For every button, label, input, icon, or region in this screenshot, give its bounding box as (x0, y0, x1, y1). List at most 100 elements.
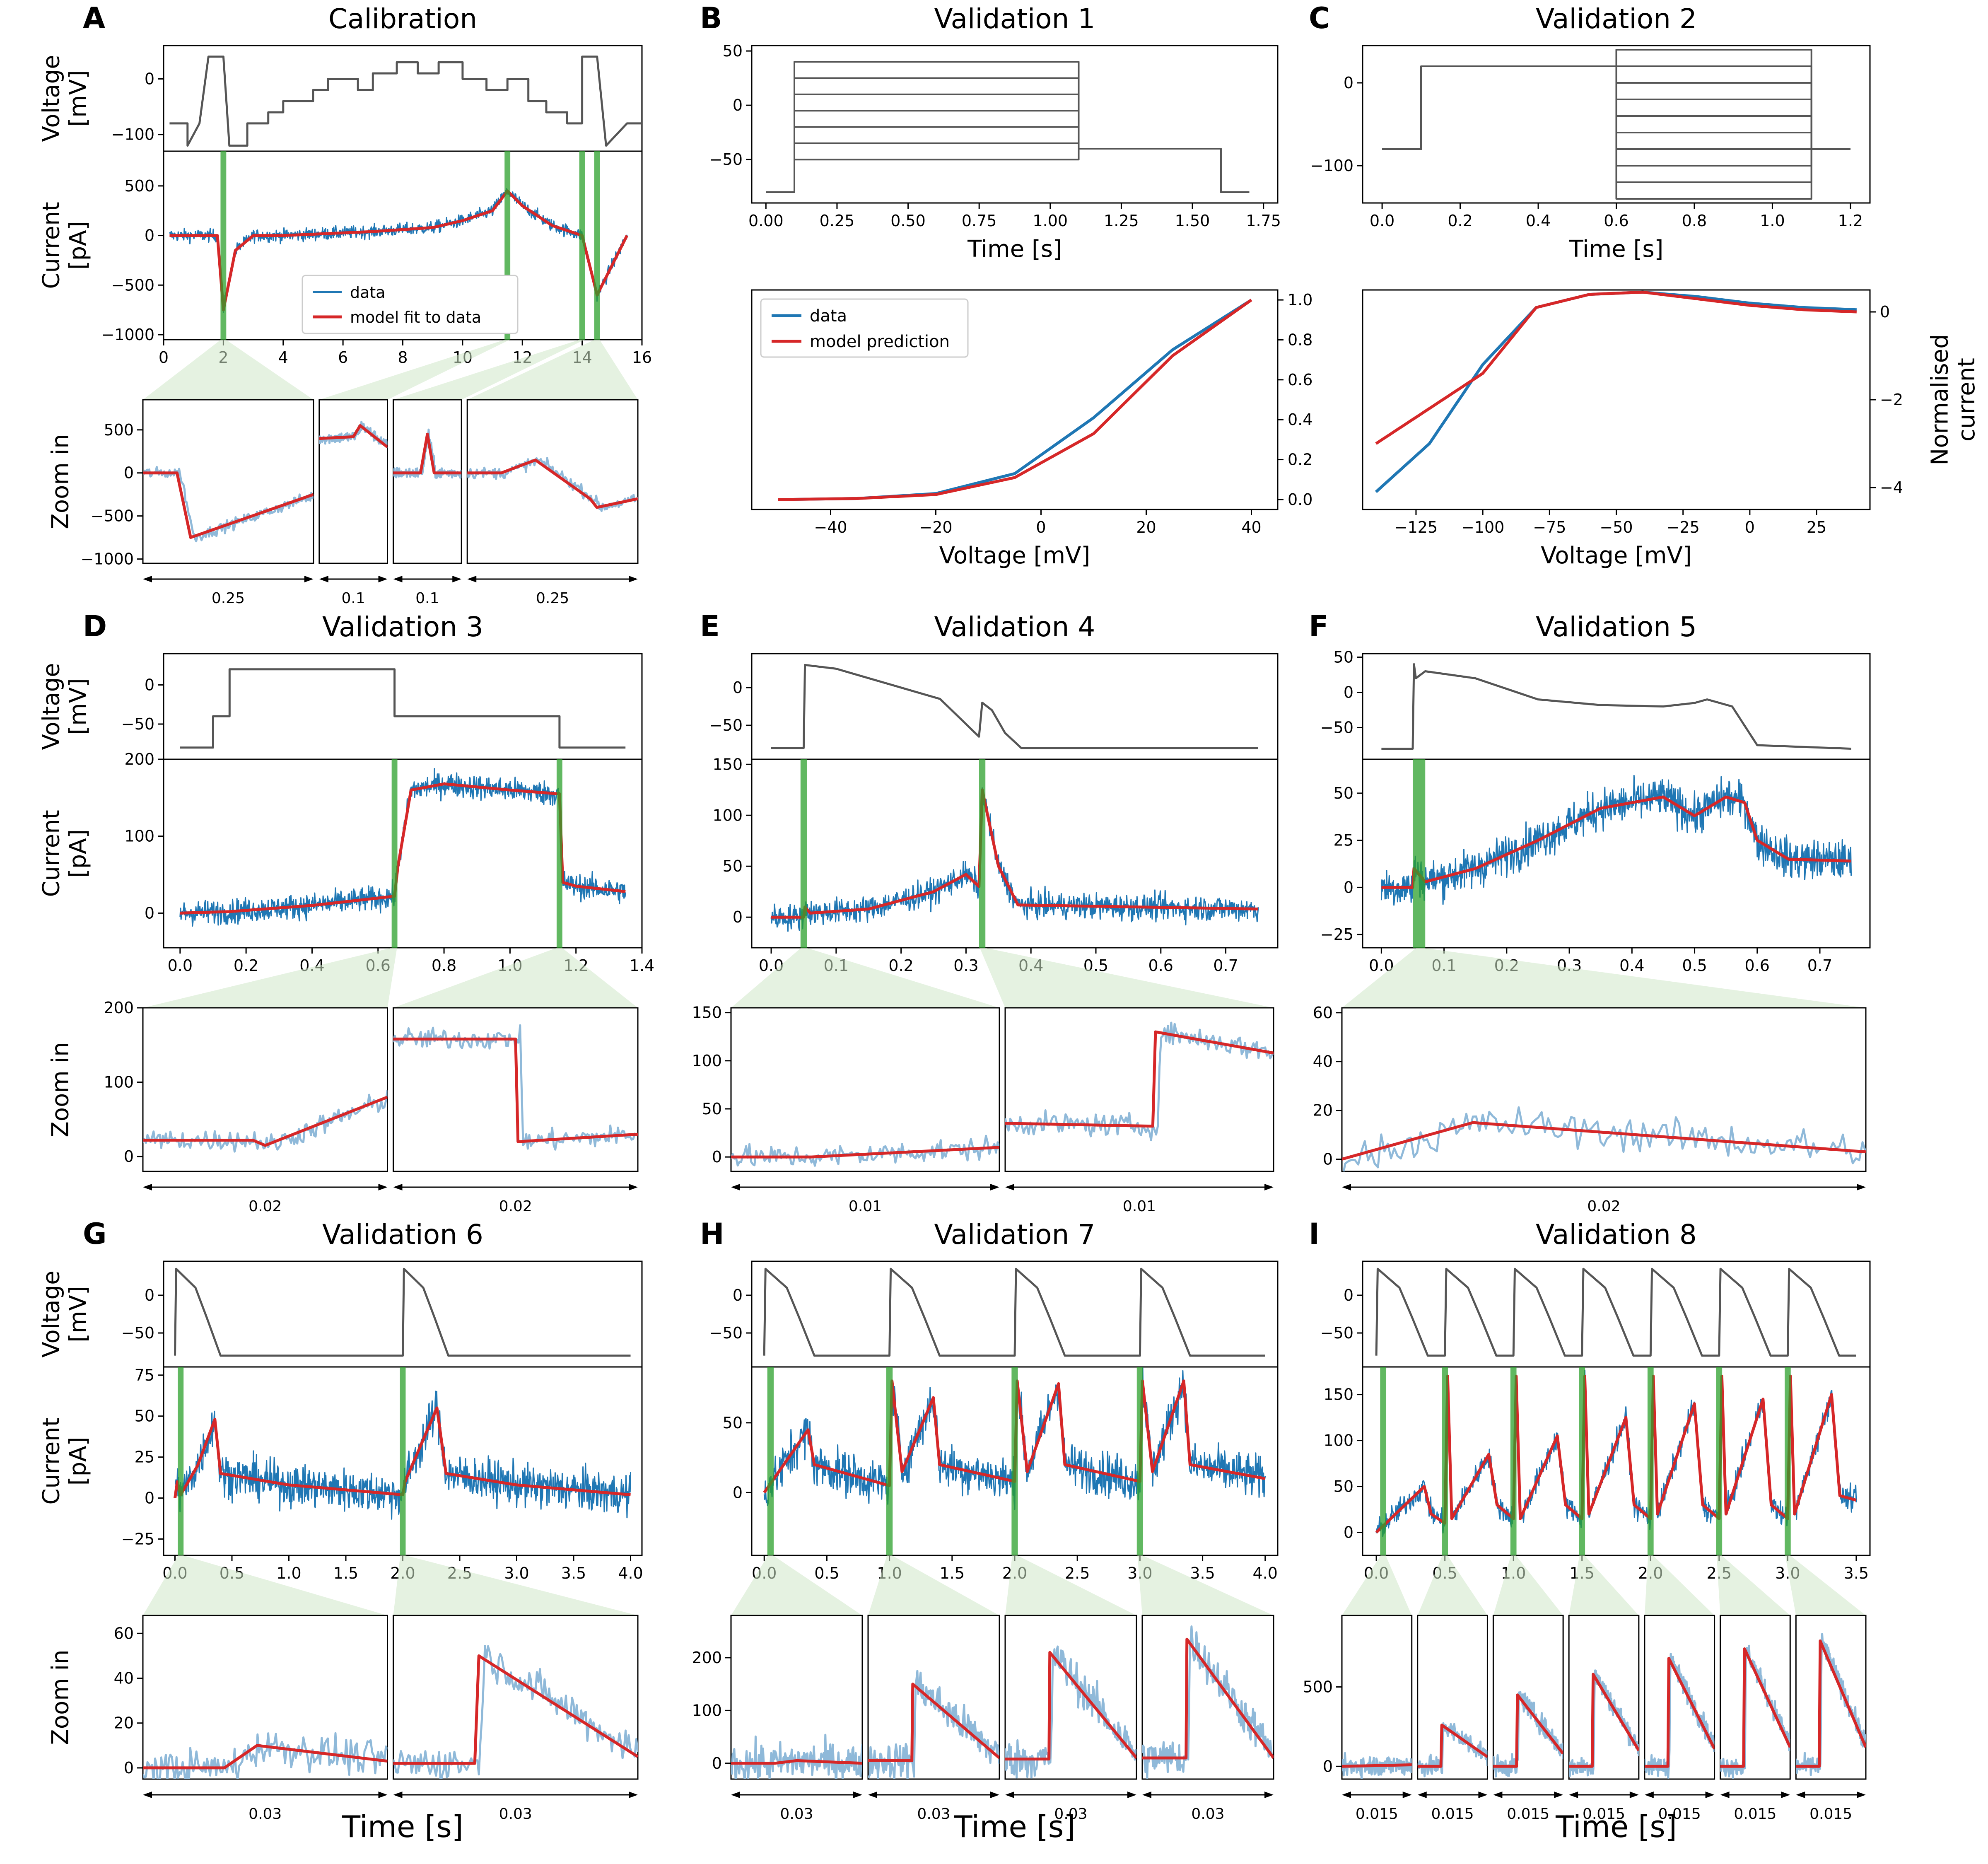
y-tick-label: −2 (1880, 391, 1903, 409)
x-tick-label: 6 (338, 348, 348, 367)
arrow-right-icon (1127, 1792, 1136, 1798)
zoom-y-label: Zoom in (47, 1649, 74, 1745)
arrow-right-icon (1478, 1792, 1488, 1798)
y-tick-label: 0 (1323, 1150, 1333, 1169)
arrow-right-icon (378, 1792, 388, 1798)
arrow-left-icon (868, 1792, 877, 1798)
zoom-connector (143, 948, 397, 1008)
x-tick-label: 4 (278, 348, 288, 367)
zoom-plot-area (1569, 1669, 1639, 1777)
arrow-left-icon (1644, 1792, 1654, 1798)
panel-title: Calibration (328, 3, 477, 35)
zoom-model-line (1493, 1693, 1563, 1768)
arrow-right-icon (1402, 1792, 1412, 1798)
zoom-model-line (143, 1096, 388, 1147)
arrow-right-icon (629, 1184, 638, 1190)
zoom-plot-area (1342, 1106, 1866, 1171)
y-tick-label: 60 (114, 1624, 134, 1642)
arrow-left-icon (319, 576, 328, 582)
voltage-protocol: −100 0 0.0 0.2 0.4 0.6 0.8 1.0 1.2 Time [s] (1310, 45, 1871, 263)
y-tick-label: 0 (145, 1286, 154, 1304)
zoom-data-line (1142, 1625, 1274, 1779)
x-tick-label: 0.2 (888, 956, 913, 975)
zoom-model-line (467, 459, 638, 509)
arrow-left-icon (393, 1792, 403, 1798)
arrow-left-icon (143, 576, 152, 582)
zoom-scale-label: 0.03 (248, 1806, 282, 1823)
zoom-y-label-line: Zoom in (47, 434, 74, 529)
zoom-connector (1342, 1555, 1412, 1615)
zoom-model-line (1005, 1030, 1274, 1128)
x-tick-label: 0.4 (1619, 956, 1644, 975)
voltage-y-label-line: Voltage (38, 1270, 65, 1357)
y-tick-label: 0 (733, 908, 743, 926)
panel-G: G Validation 6 −50 0 Voltage[mV] −25 0 25 50 75 0.… (38, 1217, 643, 1844)
x-tick-label: 0 (1036, 518, 1046, 536)
zoom-scale-bar: 0.01 (731, 1184, 999, 1215)
zoom-highlight (1579, 1367, 1585, 1555)
x-tick-label: 0.6 (1745, 956, 1770, 975)
arrow-right-icon (1554, 1792, 1563, 1798)
x-tick-label: 0.5 (814, 1564, 839, 1582)
y-tick-label: 0 (733, 678, 743, 697)
zoom-connector (1493, 1555, 1563, 1615)
zoom-plot-area (393, 1645, 638, 1779)
y-tick-label: 500 (124, 177, 154, 195)
current-plot-area (770, 759, 1259, 948)
zoom-scale-bar: 0.03 (393, 1792, 638, 1823)
zoom-model-line (731, 1759, 862, 1765)
zoom-model-line (1644, 1657, 1715, 1768)
arrow-left-icon (731, 1184, 740, 1190)
y-tick-label: −100 (111, 126, 154, 144)
current-trace-panel: −1000−50005000246810121416Current[pA]dat… (38, 150, 652, 367)
iv-y-label-line: current (1953, 358, 1980, 442)
x-tick-label: 2.5 (1065, 1564, 1090, 1582)
zoom-connector (467, 340, 638, 400)
iv-y-label-line: Normalised (1926, 334, 1953, 465)
voltage-protocol: −50 0 Voltage [mV] (38, 1260, 643, 1368)
zoom-axes (1492, 1615, 1564, 1780)
x-tick-label: 0.2 (1448, 212, 1472, 230)
voltage-trace (766, 110, 1250, 193)
zoom-model-line (1342, 1763, 1412, 1768)
zoom-data-line (1417, 1722, 1488, 1777)
current-plot-area (1380, 759, 1852, 948)
zoom-scale-bar: 0.015 (1342, 1792, 1412, 1823)
current-axes (1362, 758, 1871, 949)
zoom-plot-area (1005, 1021, 1274, 1142)
zoom-model-line (319, 424, 388, 449)
zoom-axes (142, 1007, 388, 1172)
zoom-scale-bar: 0.02 (1342, 1184, 1866, 1215)
current-trace-panel: 01002000.00.20.40.60.81.01.21.4Current[p… (38, 750, 654, 975)
zoom-highlight (1716, 1367, 1723, 1555)
voltage-trace (766, 148, 1250, 193)
zoom-model-line (1417, 1724, 1488, 1768)
y-tick-label: 50 (1334, 648, 1353, 666)
current-plot-area (169, 151, 629, 340)
y-tick-label: 20 (114, 1714, 134, 1732)
zoom-axes (466, 399, 639, 564)
zoom-model-line (143, 471, 314, 539)
zoom-highlight (979, 759, 986, 948)
y-tick-label: 100 (692, 1052, 722, 1070)
zoom-scale-label: 0.02 (248, 1198, 282, 1215)
x-tick-label: −25 (1667, 518, 1700, 536)
zoom-highlight (767, 1367, 774, 1555)
zoom-highlight (1647, 1367, 1654, 1555)
zoom-model-line (868, 1683, 999, 1762)
zoom-data-line (467, 457, 638, 512)
zoom-plot-area (1644, 1653, 1715, 1779)
panel-title: Validation 7 (934, 1219, 1095, 1251)
iv-curve: −40 −20 0 20 40 0.0 0.2 0.4 0.6 0.8 1.0 Voltage [mV… (751, 289, 1312, 569)
y-tick-label: 0 (1323, 1757, 1333, 1775)
panel-title: Validation 8 (1536, 1219, 1697, 1251)
zoom-highlight (1136, 1367, 1144, 1555)
y-tick-label: −50 (709, 716, 743, 734)
y-tick-label: 0 (1880, 303, 1890, 321)
legend-box (302, 275, 519, 334)
zoom-plot-area (143, 1732, 388, 1779)
zoom-connector (1569, 1555, 1639, 1615)
y-tick-label: 50 (723, 1414, 743, 1432)
y-tick-label: 40 (114, 1669, 134, 1688)
